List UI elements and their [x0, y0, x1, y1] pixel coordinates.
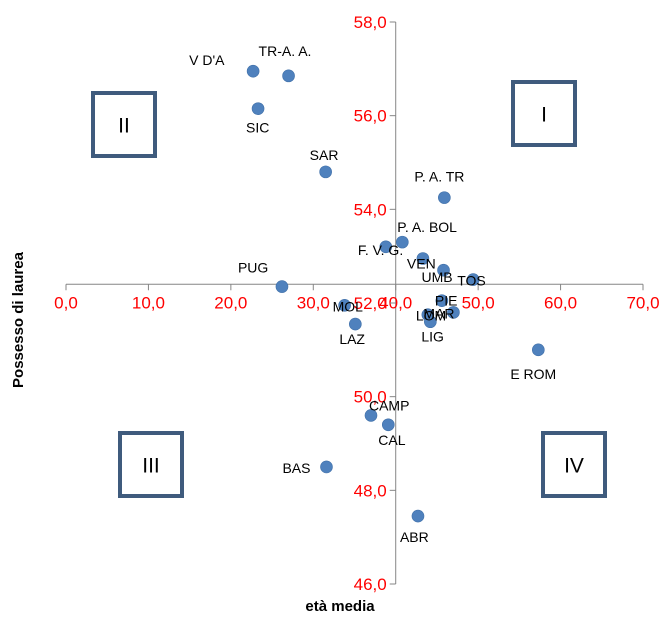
point-sar — [320, 166, 332, 178]
point-bas — [320, 461, 332, 473]
point-label-tos: TOS — [457, 273, 486, 289]
point-label-sar: SAR — [310, 147, 339, 163]
point-label-v-d-a: V D'A — [189, 52, 225, 68]
point-label-p-a-bol: P. A. BOL — [397, 219, 457, 235]
point-label-camp: CAMP — [369, 397, 409, 413]
point-label-abr: ABR — [400, 529, 429, 545]
point-tr-a-a — [283, 70, 295, 82]
point-p-a-tr — [438, 192, 450, 204]
y-tick-label: 46,0 — [354, 575, 387, 594]
quadrant-i-label: I — [541, 104, 547, 127]
point-abr — [412, 510, 424, 522]
point-label-lom: LOM — [416, 308, 446, 324]
quadrant-ii-label: II — [118, 115, 130, 138]
x-tick-label: 10,0 — [132, 293, 165, 312]
point-label-lig: LIG — [421, 329, 444, 345]
x-tick-label: 50,0 — [462, 293, 495, 312]
quadrant-iii-label: III — [142, 455, 160, 478]
x-axis-title: età media — [305, 598, 375, 615]
point-label-laz: LAZ — [339, 331, 365, 347]
x-tick-label: 60,0 — [544, 293, 577, 312]
point-label-cal: CAL — [378, 432, 405, 448]
quadrant-iv-label: IV — [564, 455, 584, 478]
point-v-d-a — [247, 65, 259, 77]
point-label-f-v-g: F. V. G. — [358, 242, 403, 258]
point-pug — [276, 281, 288, 293]
point-label-bas: BAS — [282, 460, 310, 476]
point-laz — [349, 318, 361, 330]
point-label-sic: SIC — [246, 120, 269, 136]
y-tick-label: 56,0 — [354, 107, 387, 126]
y-tick-label: 58,0 — [354, 13, 387, 32]
x-tick-label: 30,0 — [297, 293, 330, 312]
point-label-e-rom: E ROM — [510, 366, 556, 382]
x-tick-label: 0,0 — [54, 293, 78, 312]
point-cal — [382, 419, 394, 431]
y-tick-label: 48,0 — [354, 481, 387, 500]
point-label-tr-a-a: TR-A. A. — [259, 43, 312, 59]
point-label-mol: MOL — [333, 298, 364, 314]
x-tick-label: 20,0 — [214, 293, 247, 312]
y-axis-title: Possesso di laurea — [10, 251, 27, 388]
point-label-pug: PUG — [238, 260, 268, 276]
point-sic — [252, 103, 264, 115]
y-tick-label: 54,0 — [354, 200, 387, 219]
x-tick-label: 70,0 — [626, 293, 659, 312]
point-label-umb: UMB — [422, 269, 453, 285]
point-label-p-a-tr: P. A. TR — [414, 169, 464, 185]
point-e-rom — [532, 344, 544, 356]
